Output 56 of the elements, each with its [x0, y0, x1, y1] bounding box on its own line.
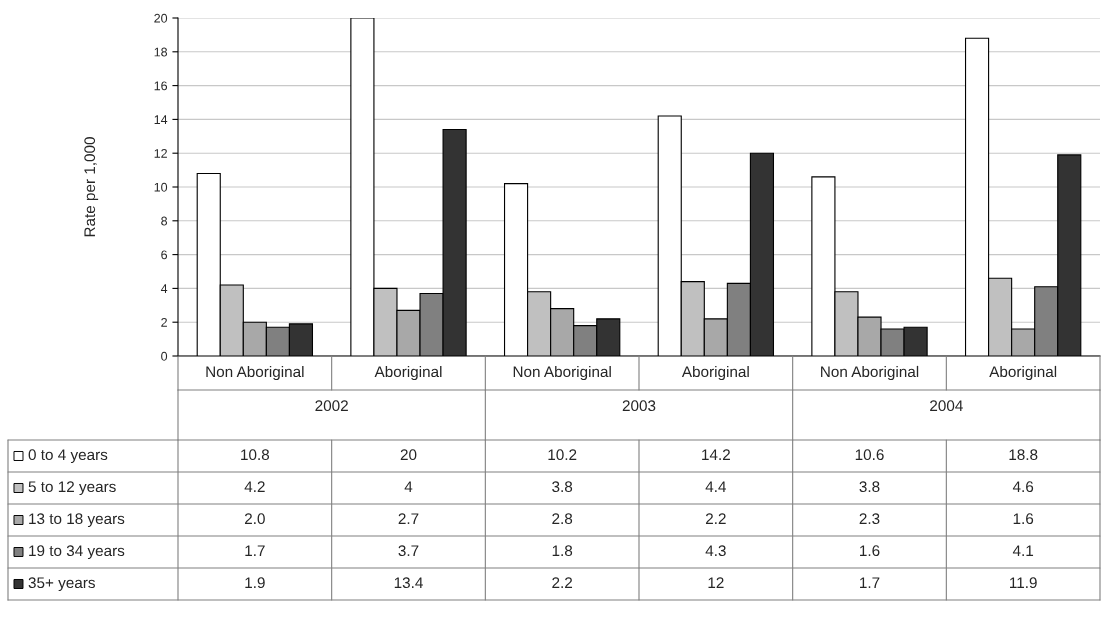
legend-label: 19 to 34 years [29, 545, 125, 560]
y-tick-label: 14 [154, 115, 168, 124]
data-label: 2.8 [552, 513, 573, 525]
text: 2002 [315, 400, 348, 412]
data-label: 2.0 [244, 513, 265, 525]
data-label: 4.3 [705, 545, 726, 557]
legend-label: 5 to 12 years [28, 481, 116, 496]
y-tick-label: 0 [161, 351, 168, 361]
y-tick-label: 10 [154, 182, 168, 192]
data-label: 14.2 [702, 449, 730, 460]
text: 2004 [930, 400, 963, 412]
data-label: 10.2 [548, 449, 577, 461]
data-label: 3.8 [859, 481, 880, 493]
data-label: 4.6 [1012, 481, 1034, 493]
data-label: 3.8 [552, 481, 573, 493]
data-label: 2.2 [705, 513, 726, 524]
x-tick-label: Non Aboriginal [206, 365, 304, 381]
data-label: 20 [400, 449, 417, 461]
data-label: 1.9 [245, 577, 265, 589]
y-tick-label: 20 [154, 13, 168, 23]
y-tick-label: 8 [161, 216, 168, 226]
data-label: 12 [708, 577, 724, 588]
data-label: 1.7 [860, 577, 880, 588]
text: 2003 [622, 400, 656, 412]
y-tick-label: 16 [154, 81, 168, 91]
y-tick-label: 4 [160, 284, 168, 293]
y-tick-label: 6 [161, 250, 168, 260]
legend-label: 13 to 18 years [29, 513, 125, 528]
data-label: 2.3 [859, 513, 880, 525]
data-label: 1.8 [552, 545, 573, 557]
data-label: 3.7 [398, 545, 419, 557]
x-tick-label: Aboriginal [681, 365, 749, 381]
data-label: 4.4 [705, 481, 727, 492]
x-tick-label: Non Aboriginal [513, 365, 611, 381]
data-label: 11.9 [1010, 577, 1037, 589]
data-label: 2.2 [552, 577, 573, 588]
x-tick-label: Non Aboriginal [821, 365, 919, 381]
legend-label: 35+ years [28, 577, 95, 592]
data-label: 4.1 [1012, 545, 1034, 556]
x-tick-label: Aboriginal [989, 365, 1057, 381]
y-tick-label: 2 [161, 318, 167, 327]
x-tick-label: Aboriginal [374, 365, 442, 381]
data-label: 10.8 [241, 449, 270, 461]
legend-label: 0 to 4 years [28, 449, 108, 464]
data-label: 1.6 [1013, 513, 1034, 525]
data-label: 10.6 [855, 449, 884, 461]
data-label: 1.7 [245, 545, 265, 556]
data-label: 4 [404, 481, 413, 492]
data-label: 18.8 [1009, 449, 1038, 461]
y-tick-label: 18 [154, 47, 168, 57]
y-tick-label: 12 [154, 149, 167, 158]
data-label: 4.2 [244, 481, 265, 492]
data-label: 13.4 [394, 577, 423, 589]
data-label: 2.7 [398, 513, 419, 524]
y-axis-title: Rate per 1,000 [84, 137, 99, 237]
data-label: 1.6 [860, 545, 880, 557]
